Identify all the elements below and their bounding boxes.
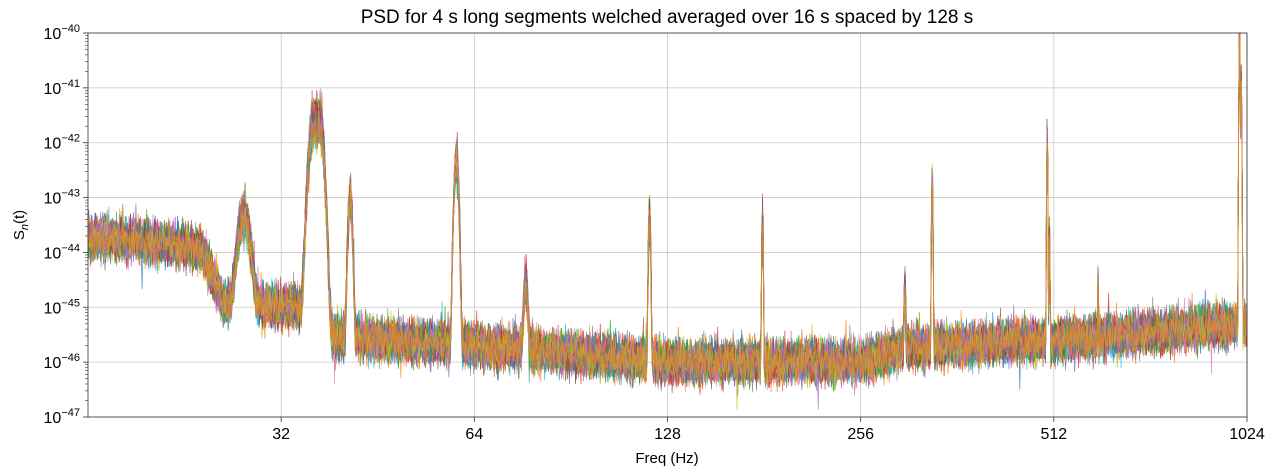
x-tick-label: 64 bbox=[465, 426, 483, 443]
psd-series-line bbox=[87, 32, 1248, 392]
y-tick-label-base: 10 bbox=[44, 191, 62, 208]
y-tick-label-base: 10 bbox=[44, 245, 62, 262]
y-axis-label: Sn(t) bbox=[11, 210, 31, 240]
y-tick-label: 10−42 bbox=[44, 133, 80, 153]
x-tick-label: 1024 bbox=[1229, 426, 1265, 443]
y-tick-label: 10−44 bbox=[44, 242, 80, 262]
y-axis-label-subscript: n bbox=[19, 224, 31, 230]
y-tick-label-base: 10 bbox=[44, 410, 62, 427]
y-tick-label: 10−41 bbox=[44, 78, 80, 98]
y-tick-label-exponent: −45 bbox=[61, 297, 80, 309]
y-axis-label-base: S bbox=[11, 230, 28, 240]
y-tick-label: 10−40 bbox=[44, 23, 80, 43]
y-tick-label-base: 10 bbox=[44, 136, 62, 153]
x-tick-label: 512 bbox=[1040, 426, 1067, 443]
y-tick-label: 10−47 bbox=[44, 407, 80, 427]
y-tick-label-exponent: −40 bbox=[61, 23, 80, 35]
y-tick-label: 10−43 bbox=[44, 188, 80, 208]
y-tick-label-base: 10 bbox=[44, 300, 62, 317]
series-layer bbox=[87, 32, 1248, 410]
y-tick-label-exponent: −41 bbox=[61, 78, 80, 90]
y-axis-label-suffix: (t) bbox=[11, 210, 28, 224]
chart-title: PSD for 4 s long segments welched averag… bbox=[361, 7, 974, 28]
x-axis-label: Freq (Hz) bbox=[635, 450, 698, 467]
x-tick-label: 256 bbox=[847, 426, 874, 443]
y-tick-label-exponent: −42 bbox=[61, 133, 80, 145]
y-tick-label-exponent: −43 bbox=[61, 188, 80, 200]
x-tick-label: 32 bbox=[272, 426, 290, 443]
y-tick-label-exponent: −44 bbox=[61, 242, 80, 254]
y-tick-label-exponent: −46 bbox=[61, 352, 80, 364]
y-tick-label: 10−45 bbox=[44, 297, 80, 317]
y-tick-label: 10−46 bbox=[44, 352, 80, 372]
y-tick-label-base: 10 bbox=[44, 81, 62, 98]
x-axis: 32 64 128 256 512 1024 bbox=[272, 417, 1265, 443]
y-tick-label-base: 10 bbox=[44, 26, 62, 43]
y-tick-label-base: 10 bbox=[44, 355, 62, 372]
x-tick-label: 128 bbox=[654, 426, 681, 443]
y-tick-label-exponent: −47 bbox=[61, 407, 80, 419]
